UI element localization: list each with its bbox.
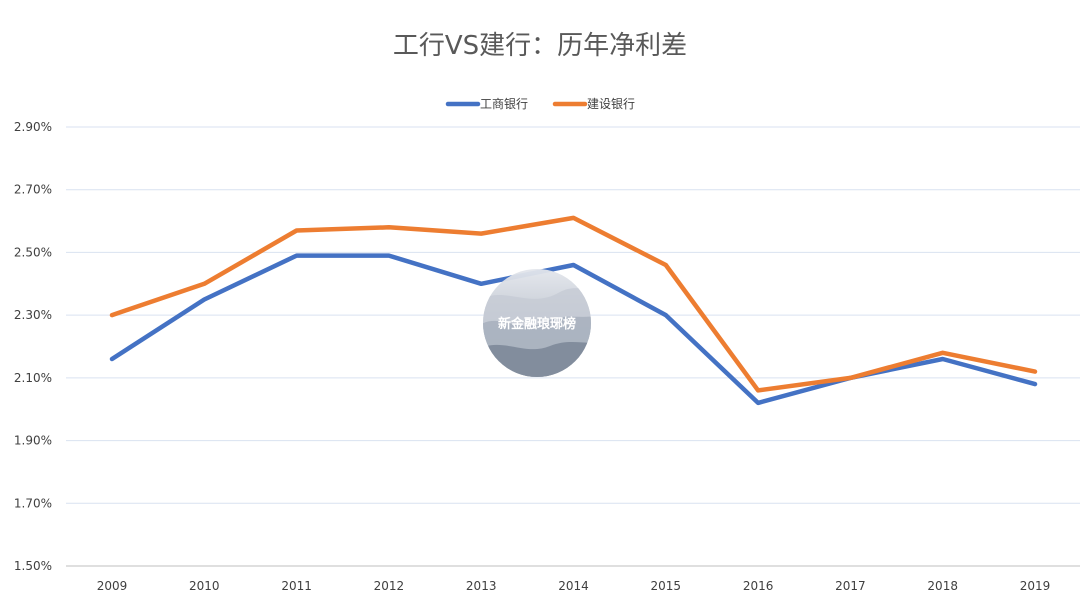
- x-tick-label: 2009: [97, 579, 128, 593]
- watermark-text: 新金融琅琊榜: [498, 316, 576, 332]
- x-tick-label: 2017: [835, 579, 866, 593]
- y-tick-label: 1.50%: [14, 559, 52, 573]
- x-tick-label: 2013: [466, 579, 497, 593]
- chart-title: 工行VS建行：历年净利差: [393, 31, 687, 61]
- legend: 工商银行 建设银行: [445, 96, 635, 111]
- x-tick-label: 2011: [281, 579, 312, 593]
- x-tick-label: 2014: [558, 579, 589, 593]
- y-tick-label: 2.70%: [14, 183, 52, 197]
- series-line-2: [109, 215, 1038, 393]
- y-tick-label: 2.10%: [14, 371, 52, 385]
- x-tick-label: 2016: [743, 579, 774, 593]
- y-axis-ticks: 1.50% 1.70% 1.90% 2.10% 2.30% 2.50% 2.70% 2.90%: [14, 120, 52, 573]
- legend-label: 工商银行: [480, 96, 528, 111]
- y-tick-label: 1.70%: [14, 496, 52, 510]
- x-axis-ticks: 2009 2010 2011 2012 2013 2014 2015 2016 2017 2018…: [97, 579, 1051, 593]
- y-tick-label: 1.90%: [14, 434, 52, 448]
- series-lines: [109, 215, 1038, 406]
- x-tick-label: 2010: [189, 579, 220, 593]
- watermark-logo: 新金融琅琊榜: [483, 269, 591, 377]
- gridlines: [66, 126, 1080, 567]
- x-tick-label: 2019: [1020, 579, 1051, 593]
- y-tick-label: 2.30%: [14, 308, 52, 322]
- x-tick-label: 2015: [651, 579, 682, 593]
- x-tick-label: 2018: [927, 579, 958, 593]
- watermark-wave-3: [483, 342, 591, 377]
- x-tick-label: 2012: [374, 579, 405, 593]
- y-tick-label: 2.90%: [14, 120, 52, 134]
- y-tick-label: 2.50%: [14, 245, 52, 259]
- legend-label: 建设银行: [587, 97, 635, 111]
